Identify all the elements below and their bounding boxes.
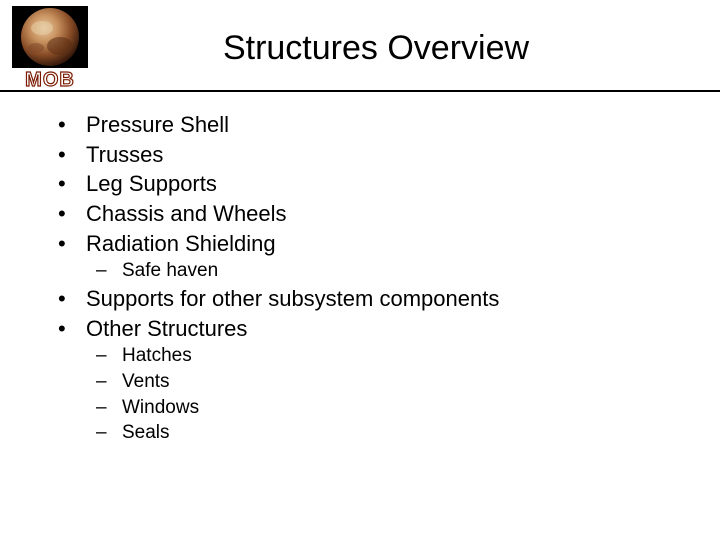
list-item: Chassis and Wheels xyxy=(40,199,680,229)
list-item-label: Supports for other subsystem components xyxy=(86,286,499,311)
slide-body: Pressure Shell Trusses Leg Supports Chassis… xyxy=(0,92,720,446)
sub-list-item-label: Hatches xyxy=(122,345,192,366)
logo-text: MOB xyxy=(25,70,75,90)
mars-icon xyxy=(12,6,88,68)
list-item-label: Chassis and Wheels xyxy=(86,201,287,226)
list-item: Other Structures xyxy=(40,314,680,344)
list-item: Radiation Shielding xyxy=(40,229,680,259)
title-wrap: Structures Overview xyxy=(92,6,720,90)
sub-list-item: Safe haven xyxy=(40,258,680,284)
sub-list-item: Vents xyxy=(40,369,680,395)
sub-list: Hatches Vents Windows Seals xyxy=(40,343,680,446)
sub-list-item-label: Seals xyxy=(122,422,170,443)
list-item-label: Radiation Shielding xyxy=(86,231,276,256)
list-item: Pressure Shell xyxy=(40,110,680,140)
slide-title: Structures Overview xyxy=(223,29,529,68)
sub-list-item-label: Safe haven xyxy=(122,260,218,281)
logo-block: MOB xyxy=(8,6,92,90)
sub-list-item: Windows xyxy=(40,395,680,421)
list-item: Leg Supports xyxy=(40,169,680,199)
list-item: Trusses xyxy=(40,140,680,170)
list-item-label: Other Structures xyxy=(86,316,247,341)
list-item-label: Leg Supports xyxy=(86,171,217,196)
sub-list-item-label: Vents xyxy=(122,371,170,392)
slide-header: MOB Structures Overview xyxy=(0,0,720,92)
sub-list-item: Hatches xyxy=(40,343,680,369)
list-item-label: Pressure Shell xyxy=(86,112,229,137)
bullet-list: Pressure Shell Trusses Leg Supports Chassis… xyxy=(40,110,680,446)
sub-list: Safe haven xyxy=(40,258,680,284)
sub-list-item-label: Windows xyxy=(122,397,199,418)
sub-list-item: Seals xyxy=(40,420,680,446)
list-item-label: Trusses xyxy=(86,142,163,167)
list-item: Supports for other subsystem components xyxy=(40,284,680,314)
